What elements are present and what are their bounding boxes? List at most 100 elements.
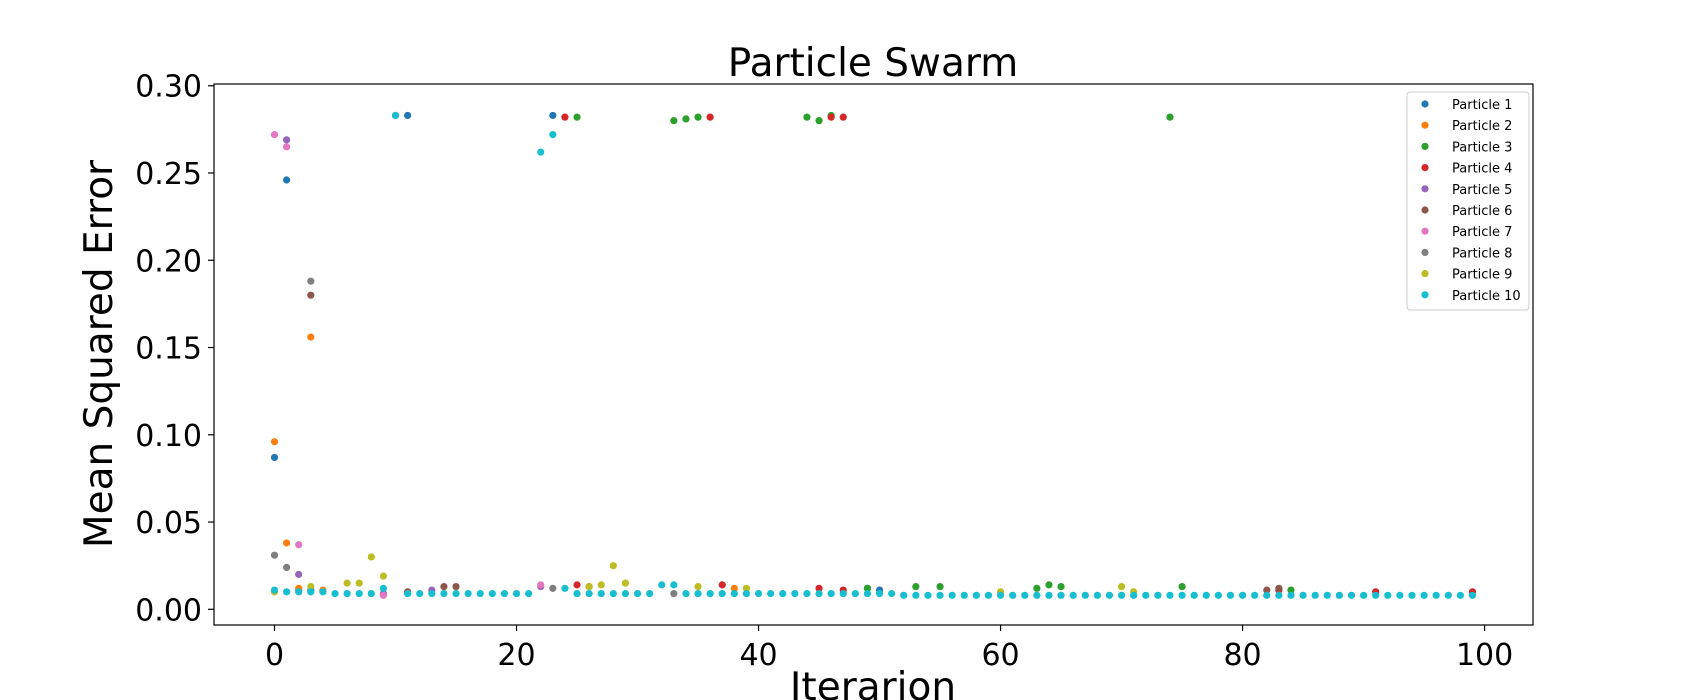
data-point <box>1033 591 1041 599</box>
x-tick-label: 80 <box>1223 638 1261 673</box>
x-tick-label: 40 <box>739 638 777 673</box>
data-point <box>815 584 823 592</box>
series-particle-2 <box>270 333 738 594</box>
data-point <box>270 131 279 139</box>
data-point <box>863 589 872 598</box>
data-point <box>307 277 315 285</box>
y-tick-label: 0.15 <box>135 332 202 367</box>
data-point <box>283 539 291 547</box>
y-tick-label: 0.00 <box>135 593 202 628</box>
data-point <box>936 583 944 591</box>
data-point <box>984 591 993 599</box>
data-point <box>1105 591 1114 599</box>
data-point <box>270 551 279 559</box>
data-point <box>1456 591 1464 599</box>
series-particle-4 <box>561 113 1477 596</box>
data-point <box>1226 591 1235 599</box>
data-point <box>452 583 460 591</box>
data-point <box>1468 591 1477 599</box>
data-point <box>1009 591 1017 599</box>
data-point <box>1081 591 1089 599</box>
data-point <box>1033 584 1041 592</box>
data-point <box>283 563 291 572</box>
data-point <box>1263 586 1271 594</box>
data-point <box>924 591 932 599</box>
legend: Particle 1 Particle 2 Particle 3 Particle 4… <box>1406 91 1530 311</box>
data-point <box>367 553 375 561</box>
legend-label: Particle 6 <box>1452 204 1512 219</box>
data-point <box>609 589 617 598</box>
data-point <box>549 111 557 120</box>
legend-marker <box>1421 100 1429 108</box>
data-point <box>428 589 436 598</box>
data-point <box>936 591 944 599</box>
data-point <box>307 588 315 596</box>
data-point <box>573 581 581 589</box>
x-tick-label: 0 <box>265 638 284 673</box>
legend-marker <box>1421 142 1429 150</box>
series-particle-9 <box>270 553 1138 596</box>
data-point <box>1359 591 1368 599</box>
data-point <box>718 581 726 589</box>
data-point <box>1154 591 1162 599</box>
data-point <box>379 591 388 599</box>
data-point <box>960 591 968 599</box>
data-point <box>1202 591 1210 599</box>
data-point <box>694 589 702 598</box>
chart-title: Particle Swarm <box>728 41 1018 86</box>
data-point <box>1263 591 1271 599</box>
series-particle-10 <box>270 111 1477 599</box>
data-point <box>839 113 847 121</box>
data-point <box>682 589 690 598</box>
series-particle-8 <box>270 277 678 598</box>
data-point <box>1287 586 1295 594</box>
data-point <box>646 589 654 598</box>
data-point <box>525 589 533 598</box>
data-point <box>343 579 351 587</box>
data-point <box>742 589 751 598</box>
data-point <box>597 589 605 598</box>
x-tick-label: 100 <box>1456 638 1513 673</box>
data-point <box>585 583 593 591</box>
data-point <box>537 581 545 589</box>
data-point <box>1045 581 1053 589</box>
data-point <box>573 113 581 121</box>
plot-area <box>213 83 1534 626</box>
data-point <box>283 588 291 596</box>
data-point <box>331 589 339 598</box>
data-point <box>561 113 569 121</box>
data-point <box>1166 591 1174 599</box>
data-point <box>633 589 642 598</box>
data-point <box>718 589 726 598</box>
data-point <box>609 562 617 570</box>
data-point <box>1251 591 1259 599</box>
data-point <box>1021 591 1029 599</box>
data-point <box>1432 591 1440 599</box>
data-point <box>827 113 835 121</box>
legend-frame <box>1406 91 1530 311</box>
data-point <box>440 589 448 598</box>
data-point <box>1323 591 1331 599</box>
x-axis-label: Iterarion <box>790 665 956 700</box>
data-point <box>1275 591 1283 599</box>
data-point <box>379 572 388 580</box>
legend-label: Particle 3 <box>1452 140 1512 155</box>
data-point <box>1142 591 1150 599</box>
data-point <box>1311 591 1319 599</box>
data-point <box>404 589 412 598</box>
data-point <box>996 591 1005 599</box>
data-point <box>1166 113 1174 121</box>
data-point <box>295 541 303 549</box>
data-point <box>670 117 678 125</box>
data-point <box>283 176 291 184</box>
data-point <box>900 591 908 599</box>
data-point <box>1384 591 1392 599</box>
legend-marker <box>1421 185 1429 193</box>
data-point <box>1093 591 1101 599</box>
data-point <box>1178 583 1186 591</box>
data-point <box>391 111 400 120</box>
data-point <box>1045 591 1053 599</box>
data-point <box>355 579 363 587</box>
data-point <box>730 589 738 598</box>
